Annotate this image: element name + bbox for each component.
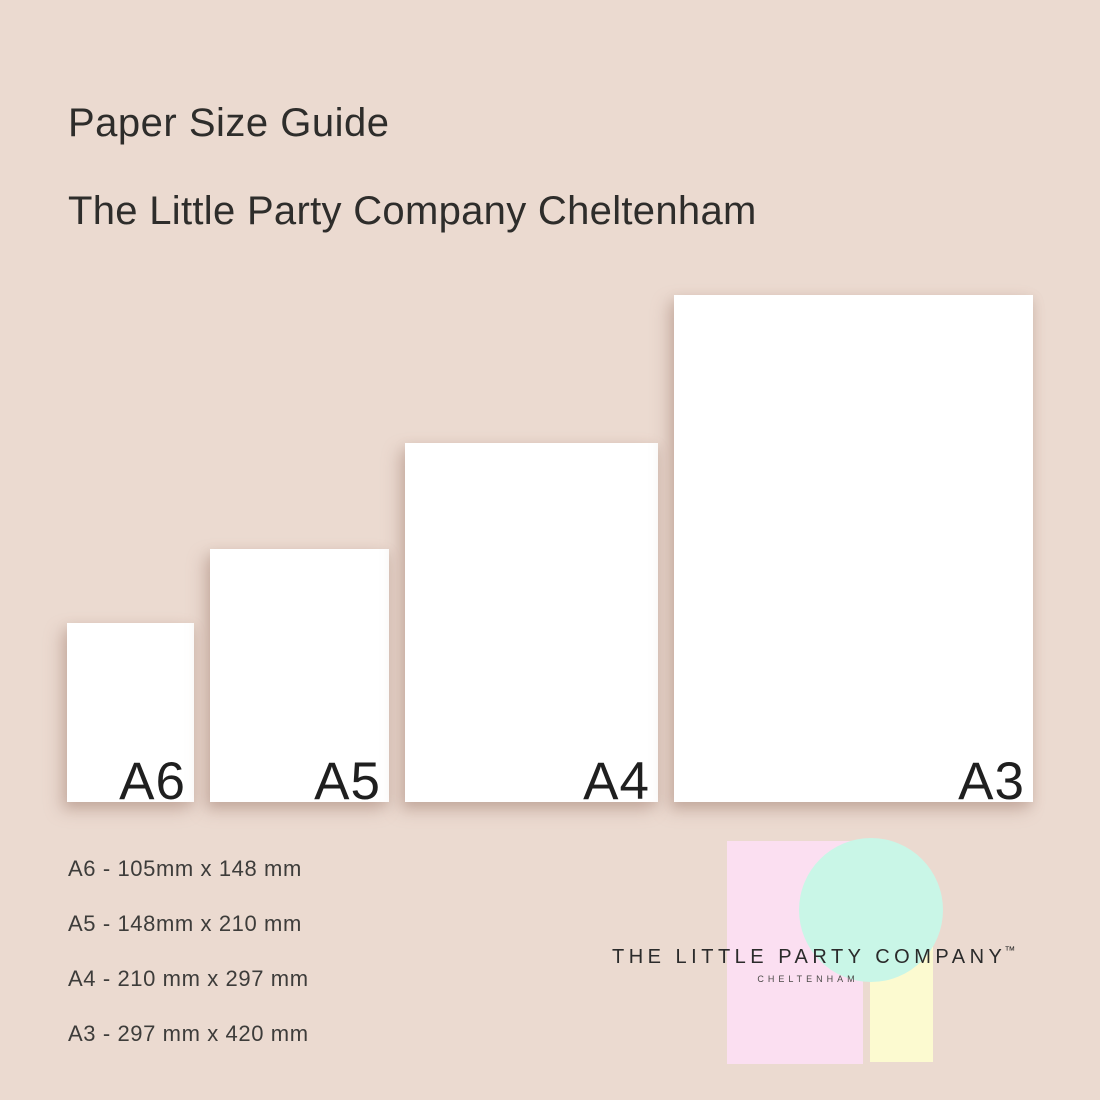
logo-company-name-text: THE LITTLE PARTY COMPANY xyxy=(612,946,1007,968)
paper-sheet-a6: A6 xyxy=(67,623,194,808)
spec-line-a5: A5 - 148mm x 210 mm xyxy=(68,911,302,936)
paper-label-a4: A4 xyxy=(583,752,650,811)
spec-line-a3: A3 - 297 mm x 420 mm xyxy=(68,1021,309,1046)
spec-line-a4: A4 - 210 mm x 297 mm xyxy=(68,966,309,991)
logo-company-name: THE LITTLE PARTY COMPANY™ xyxy=(612,945,1017,968)
trademark-symbol: ™ xyxy=(1004,945,1016,957)
paper-label-a3: A3 xyxy=(958,752,1025,811)
page-title: Paper Size Guide xyxy=(68,101,390,145)
logo-location: CHELTENHAM xyxy=(757,974,859,984)
paper-sheet-a4: A4 xyxy=(405,443,658,808)
page-subtitle: The Little Party Company Cheltenham xyxy=(68,189,757,233)
logo-mint-circle xyxy=(799,838,943,982)
paper-sheet-a3: A3 xyxy=(674,295,1033,808)
paper-sheet-a5: A5 xyxy=(210,549,389,808)
spec-line-a6: A6 - 105mm x 148 mm xyxy=(68,856,302,881)
size-spec-list: A6 - 105mm x 148 mm A5 - 148mm x 210 mm … xyxy=(68,858,309,1078)
paper-label-a6: A6 xyxy=(119,752,186,811)
paper-label-a5: A5 xyxy=(314,752,381,811)
